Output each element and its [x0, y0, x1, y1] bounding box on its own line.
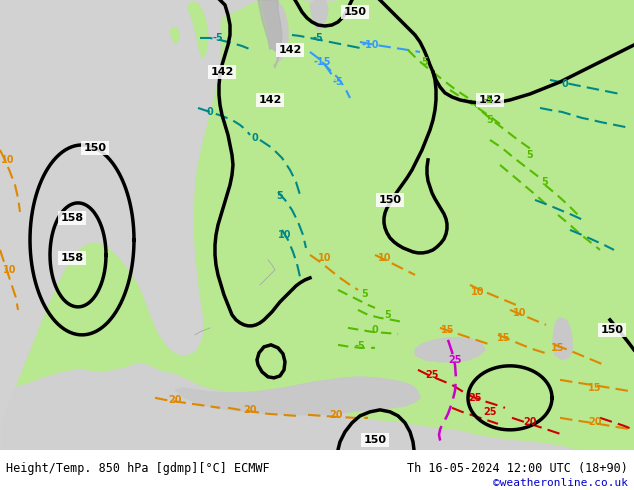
Text: 0: 0 [207, 107, 214, 117]
Text: 5: 5 [527, 150, 533, 160]
Text: -5: -5 [313, 33, 323, 43]
Text: 150: 150 [378, 195, 401, 205]
Text: 158: 158 [60, 253, 84, 263]
Polygon shape [310, 0, 328, 30]
Text: 142: 142 [478, 95, 501, 105]
Text: 15: 15 [441, 325, 455, 335]
Text: 20: 20 [329, 410, 343, 420]
Text: 15: 15 [551, 343, 565, 353]
Polygon shape [170, 27, 179, 44]
Text: 5: 5 [541, 177, 548, 187]
Text: 10: 10 [378, 253, 392, 263]
Polygon shape [258, 0, 282, 68]
Text: -5: -5 [482, 95, 493, 105]
Text: 5: 5 [422, 57, 429, 67]
Text: 25: 25 [425, 370, 439, 380]
Text: 10: 10 [3, 265, 16, 275]
Polygon shape [258, 0, 298, 70]
Text: -15: -15 [313, 57, 331, 67]
Text: 10: 10 [1, 155, 15, 165]
Text: 10: 10 [471, 287, 485, 297]
Text: 25: 25 [448, 355, 462, 365]
Text: 15: 15 [497, 333, 511, 343]
Polygon shape [553, 318, 572, 360]
Text: -5: -5 [212, 33, 223, 43]
Text: 0: 0 [252, 133, 259, 143]
Text: 0: 0 [562, 79, 568, 89]
Text: 10: 10 [278, 230, 292, 240]
Text: 142: 142 [258, 95, 281, 105]
Text: 20: 20 [523, 417, 537, 427]
Text: 10: 10 [514, 308, 527, 318]
Text: 5: 5 [276, 191, 283, 201]
Text: Height/Temp. 850 hPa [gdmp][°C] ECMWF: Height/Temp. 850 hPa [gdmp][°C] ECMWF [6, 462, 270, 475]
Text: 0: 0 [372, 325, 378, 335]
Text: 5: 5 [361, 289, 368, 299]
Text: 150: 150 [84, 143, 107, 153]
Text: 142: 142 [210, 67, 234, 77]
Text: 150: 150 [600, 325, 623, 335]
Text: 20: 20 [588, 417, 602, 427]
Text: 150: 150 [344, 7, 366, 17]
Text: ©weatheronline.co.uk: ©weatheronline.co.uk [493, 478, 628, 488]
Polygon shape [268, 50, 276, 65]
Text: -10: -10 [361, 40, 378, 50]
Text: 25: 25 [483, 407, 497, 417]
Text: -5: -5 [333, 77, 344, 87]
Text: 150: 150 [363, 435, 387, 445]
Polygon shape [262, 0, 288, 62]
Text: 20: 20 [243, 405, 257, 415]
Polygon shape [188, 2, 208, 58]
Text: 15: 15 [588, 383, 602, 393]
Text: Th 16-05-2024 12:00 UTC (18+90): Th 16-05-2024 12:00 UTC (18+90) [407, 462, 628, 475]
Polygon shape [415, 338, 485, 362]
Polygon shape [0, 0, 634, 450]
Text: 20: 20 [168, 395, 182, 405]
Text: 158: 158 [60, 213, 84, 223]
Text: -5: -5 [354, 341, 365, 351]
Polygon shape [0, 0, 634, 450]
Text: 142: 142 [278, 45, 302, 55]
Text: 25: 25 [469, 393, 482, 403]
Text: 5: 5 [487, 115, 493, 125]
Polygon shape [175, 377, 420, 415]
Text: 10: 10 [318, 253, 332, 263]
Text: 5: 5 [385, 310, 391, 320]
Polygon shape [0, 0, 220, 450]
